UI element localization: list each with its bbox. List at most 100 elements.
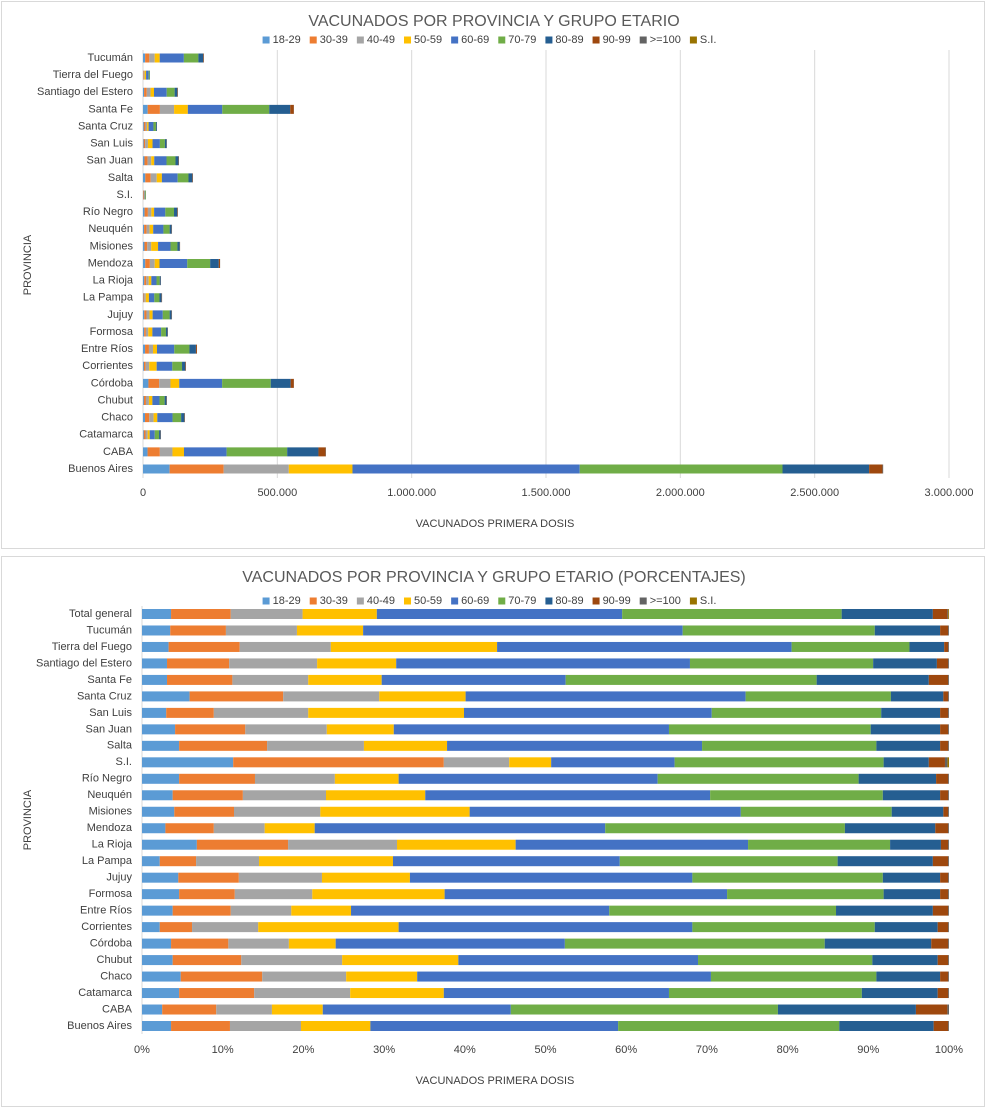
bar-segment (940, 790, 949, 801)
bar-segment (226, 447, 288, 457)
bar-segment (165, 823, 214, 834)
legend-swatch (639, 597, 647, 605)
bar-segment (147, 139, 153, 149)
bar-segment (668, 724, 871, 735)
y-tick-label: Neuquén (87, 789, 132, 801)
legend-label: 40-49 (367, 34, 395, 46)
bar-segment (149, 430, 155, 440)
bar-segment (271, 1004, 323, 1015)
y-tick-label: Corrientes (81, 921, 132, 933)
bar-segment (164, 396, 167, 405)
bar-segment (872, 955, 938, 966)
bar-segment (325, 790, 426, 801)
bar-segment (417, 971, 711, 982)
bar-segment (153, 413, 158, 423)
bar-segment (944, 641, 949, 652)
bar-segment (145, 293, 149, 303)
bar-segment (167, 658, 230, 669)
legend-swatch (689, 597, 697, 605)
legend-label: 80-89 (555, 34, 583, 46)
bar-segment (159, 447, 173, 457)
y-tick-label: San Luis (89, 707, 132, 719)
bar-segment (179, 378, 223, 388)
bar-segment (143, 207, 145, 217)
bar-segment (150, 173, 157, 183)
legend-swatch (451, 597, 459, 605)
bar-segment (162, 310, 170, 320)
bar-segment (948, 641, 949, 652)
legend-swatch (309, 36, 317, 44)
y-tick-label: Tierra del Fuego (53, 69, 133, 81)
bar-segment (147, 430, 150, 440)
x-tick-label: 90% (857, 1044, 879, 1056)
bar-segment (230, 905, 292, 916)
bar-segment (350, 988, 444, 999)
bar-segment (143, 447, 148, 457)
bar-segment (169, 464, 224, 474)
bar-segment (154, 87, 167, 97)
bar-segment (791, 641, 910, 652)
bar-segment (443, 757, 510, 768)
bar-segment (711, 707, 882, 718)
bar-segment (143, 396, 144, 405)
bar-segment (228, 938, 289, 949)
x-tick-label: 60% (615, 1044, 637, 1056)
bar-segment (841, 609, 933, 619)
bar-segment (163, 224, 170, 234)
bar-segment (159, 104, 175, 114)
y-tick-label: S.I. (115, 756, 132, 768)
y-tick-label: Misiones (89, 806, 133, 818)
bar-segment (937, 955, 949, 966)
x-tick-label: 70% (696, 1044, 718, 1056)
bar-segment (159, 276, 161, 286)
bar-segment (948, 740, 949, 751)
bar-segment (169, 224, 172, 234)
bar-segment (948, 773, 949, 784)
bar-segment (149, 224, 154, 234)
bar-segment (674, 757, 884, 768)
bar-segment (142, 757, 234, 768)
bar-segment (447, 740, 703, 751)
bar-segment (230, 609, 303, 619)
bar-segment (155, 122, 157, 131)
bar-segment (881, 707, 941, 718)
bar-segment (882, 790, 941, 801)
bar-segment (143, 224, 145, 234)
bar-segment (837, 856, 933, 867)
bar-segment (342, 955, 459, 966)
bar-segment (149, 53, 155, 63)
bar-segment (180, 971, 263, 982)
bar-segment (947, 1004, 949, 1015)
legend-label: 90-99 (603, 34, 631, 46)
bar-segment (145, 396, 149, 405)
bar-segment (936, 773, 949, 784)
legend-swatch (262, 597, 270, 605)
bar-segment (314, 823, 606, 834)
bar-segment (145, 344, 149, 354)
y-tick-label: Formosa (89, 888, 133, 900)
bar-segment (233, 806, 321, 817)
bar-segment (142, 922, 160, 933)
y-tick-label: Santiago del Estero (36, 657, 132, 669)
bar-segment (143, 241, 145, 251)
bar-segment (816, 674, 929, 685)
bar-segment (172, 361, 183, 371)
bar-segment (143, 361, 144, 371)
bar-segment (142, 609, 172, 619)
y-tick-label: La Pampa (83, 292, 134, 304)
bar-segment (145, 327, 149, 337)
bar-segment (143, 310, 145, 320)
bar-segment (948, 971, 949, 982)
bar-segment (159, 139, 165, 149)
bar-segment (947, 757, 949, 768)
bar-segment (222, 378, 271, 388)
x-tick-label: 1.000.000 (387, 487, 436, 499)
y-tick-label: Santiago del Estero (37, 86, 133, 98)
bar-segment (943, 806, 949, 817)
bar-segment (376, 609, 623, 619)
legend-swatch (451, 36, 459, 44)
bar-segment (178, 872, 239, 883)
bar-segment (873, 658, 937, 669)
bar-segment (317, 658, 397, 669)
